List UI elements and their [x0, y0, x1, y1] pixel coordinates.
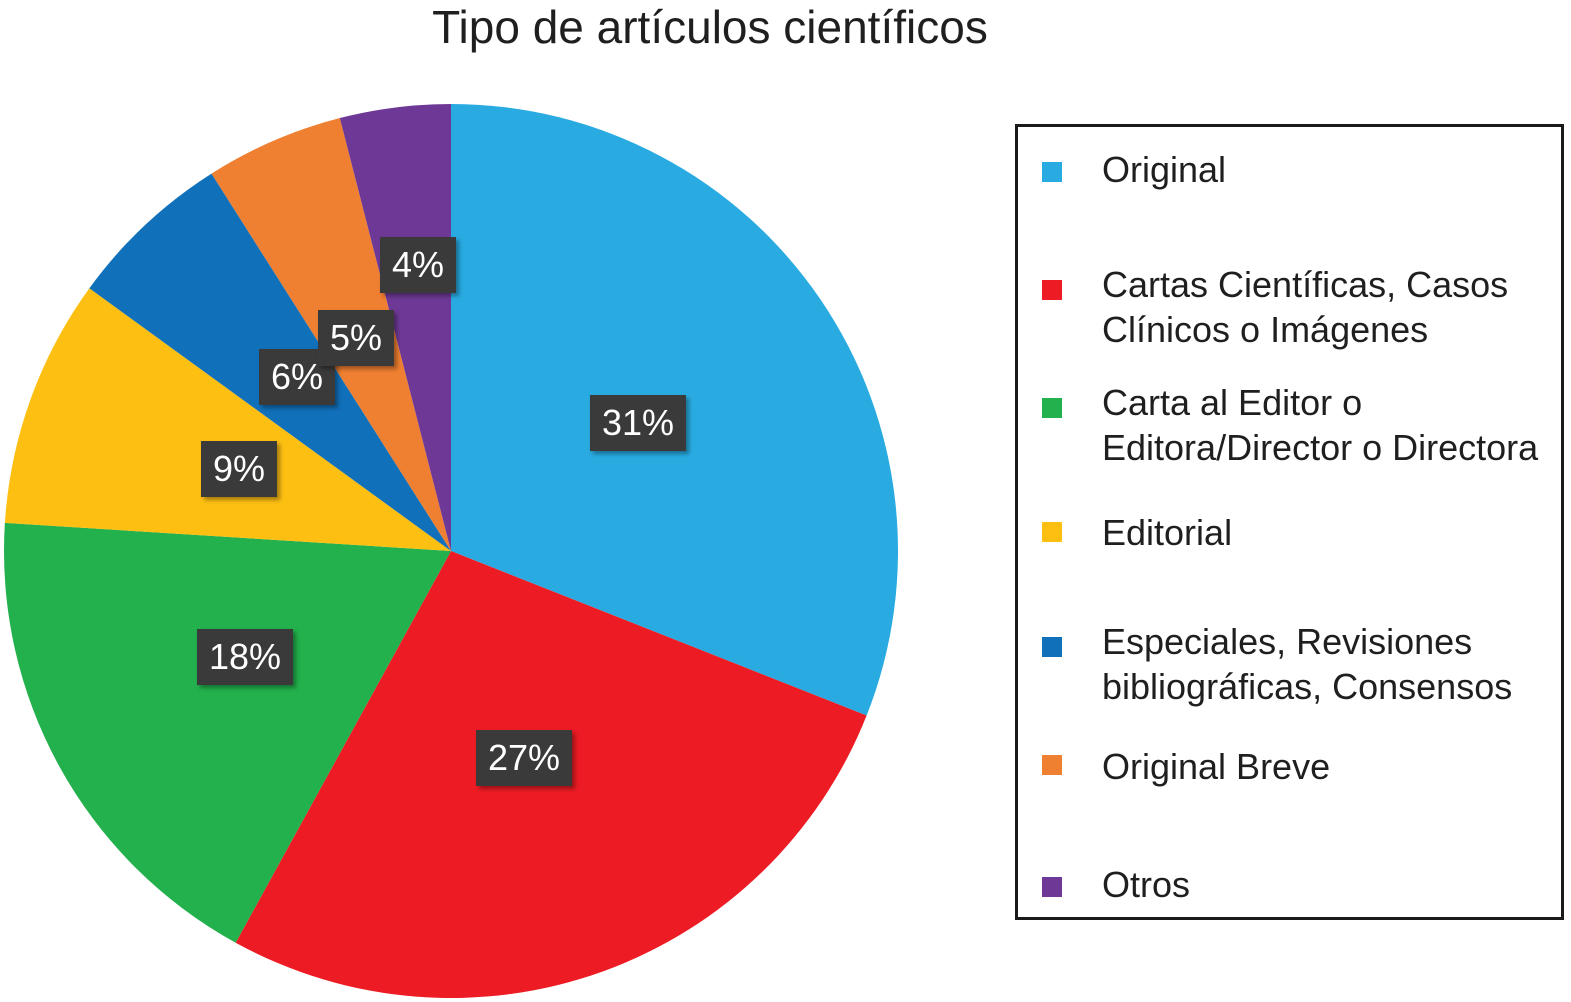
legend-label: Especiales, Revisiones bibliográficas, C… [1102, 621, 1513, 707]
legend-swatch [1042, 162, 1062, 182]
slice-percent-label: 31% [589, 395, 687, 451]
pie-slice-3 [3, 522, 451, 943]
legend-swatch [1042, 280, 1062, 300]
slice-percent-label: 6% [258, 349, 336, 405]
legend-swatch [1042, 637, 1062, 657]
chart-title: Tipo de artículos científicos [432, 1, 988, 53]
legend-label: Editorial [1102, 512, 1233, 553]
slice-percent-label: 5% [317, 310, 395, 366]
slice-percent-label: 9% [200, 441, 278, 497]
legend: Original Cartas Científicas, Casos Clínic… [1015, 124, 1564, 920]
legend-swatch [1042, 522, 1062, 542]
legend-label: Original Breve [1102, 746, 1331, 787]
legend-label: Cartas Científicas, Casos Clínicos o Imá… [1102, 264, 1509, 350]
pie-slice-7 [339, 104, 451, 551]
slice-percent-label: 27% [475, 730, 573, 786]
pie-slice-4 [4, 288, 451, 551]
legend-label: Carta al Editor o Editora/Director o Dir… [1102, 382, 1539, 468]
legend-swatch [1042, 755, 1062, 775]
pie-chart [3, 104, 898, 998]
slice-percent-label: 4% [379, 237, 457, 293]
legend-swatch [1042, 398, 1062, 418]
slice-percent-label: 18% [196, 629, 294, 685]
legend-label: Otros [1102, 864, 1191, 905]
legend-label: Original [1102, 149, 1227, 190]
legend-swatch [1042, 877, 1062, 897]
